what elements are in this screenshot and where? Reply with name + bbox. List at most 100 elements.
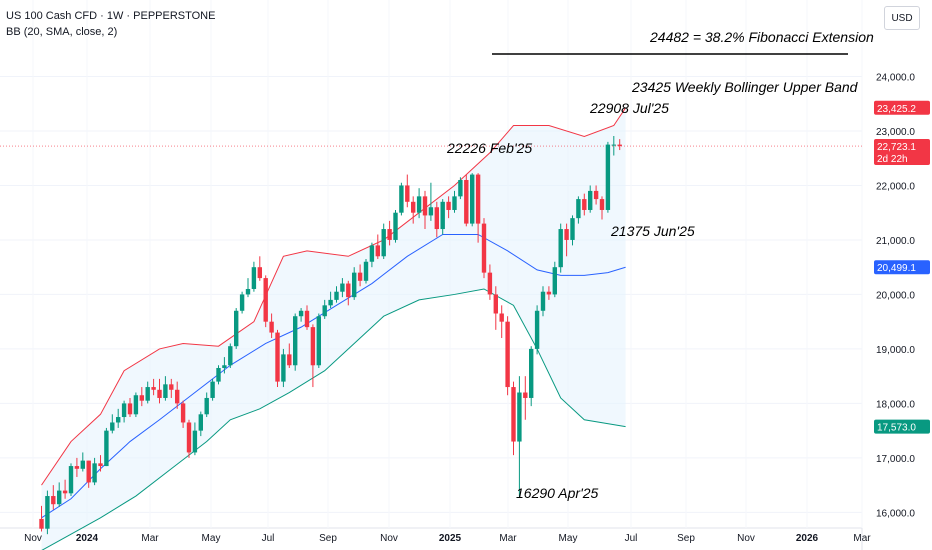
symbol-title: US 100 Cash CFD · 1W · PEPPERSTONE	[6, 10, 216, 22]
y-tick-label: 18,000.0	[876, 399, 915, 410]
price-tag	[874, 260, 930, 275]
candle-body	[151, 387, 156, 390]
candle-body	[175, 389, 180, 404]
annotation-label: 22226 Feb'25	[446, 140, 532, 156]
candle-body	[228, 346, 233, 366]
x-tick-label: Nov	[380, 533, 398, 544]
x-tick-label: 2026	[796, 533, 819, 544]
candle-body	[546, 291, 552, 295]
x-tick-label: Jul	[262, 533, 275, 544]
candle-body	[375, 245, 380, 257]
price-tag-countdown: 2d 22h	[877, 154, 908, 165]
candle-body	[411, 201, 416, 213]
candle-body	[576, 199, 581, 219]
indicator-legend[interactable]: BB (20, SMA, close, 2)	[6, 26, 118, 38]
candle-body	[357, 272, 363, 281]
candle-body	[310, 327, 316, 366]
candle-body	[157, 389, 162, 398]
candle-body	[163, 384, 168, 398]
candle-body	[316, 316, 321, 366]
candlesticks	[39, 135, 622, 535]
candle-body	[322, 305, 327, 317]
candle-body	[405, 185, 410, 202]
y-tick-label: 23,000.0	[876, 127, 915, 138]
candle-body	[62, 490, 68, 494]
candle-body	[617, 144, 622, 147]
candle-body	[458, 180, 463, 197]
candle-body	[582, 199, 587, 210]
candle-body	[39, 518, 44, 529]
candle-body	[86, 460, 91, 483]
currency-button[interactable]: USD	[884, 6, 920, 30]
time-axis[interactable]: Nov 2024 Mar May Jul Sep Nov 2025 Mar May Jul Sep No…	[24, 533, 871, 544]
candle-body	[216, 367, 221, 382]
candle-body	[104, 430, 109, 467]
annotation-label: 16290 Apr'25	[516, 485, 599, 501]
candle-body	[599, 199, 605, 210]
candle-body	[116, 417, 121, 423]
candle-body	[399, 185, 404, 213]
annotation-label: 23425 Weekly Bollinger Upper Band	[631, 79, 859, 95]
candle-body	[198, 414, 203, 431]
candle-body	[564, 229, 569, 240]
candle-body	[74, 466, 80, 469]
candle-body	[222, 365, 227, 368]
candle-body	[293, 316, 298, 366]
candle-body	[570, 218, 575, 240]
candle-body	[481, 223, 487, 273]
price-tag	[874, 419, 930, 434]
candle-body	[487, 272, 493, 295]
y-tick-label: 21,000.0	[876, 236, 915, 247]
x-tick-label: Mar	[141, 533, 159, 544]
candle-body	[540, 291, 546, 311]
candle-body	[493, 294, 498, 314]
candle-body	[505, 321, 510, 388]
y-tick-label: 24,000.0	[876, 72, 915, 83]
upper-band-line	[41, 107, 627, 486]
candle-body	[422, 196, 428, 216]
candle-body	[145, 387, 150, 401]
price-tag	[874, 139, 930, 166]
x-tick-label: Nov	[737, 533, 755, 544]
candle-body	[452, 196, 457, 210]
x-tick-label: Mar	[499, 533, 517, 544]
y-tick-label: 16,000.0	[876, 508, 915, 519]
candle-body	[340, 283, 345, 292]
candle-body	[51, 496, 56, 505]
y-tick-label: 17,000.0	[876, 454, 915, 465]
candle-body	[263, 278, 268, 322]
price-axis[interactable]: 16,000.0 17,000.0 18,000.0 19,000.0 20,000.0…	[876, 72, 915, 519]
lower-band-line	[41, 288, 626, 550]
candle-body	[523, 392, 528, 398]
x-tick-label: May	[202, 533, 221, 544]
candle-body	[92, 463, 97, 483]
x-tick-label: 2025	[439, 533, 462, 544]
candle-body	[80, 460, 85, 469]
annotation-label: 21375 Jun'25	[610, 223, 695, 239]
candle-body	[269, 321, 274, 333]
annotation-label: 24482 = 38.2% Fibonacci Extension	[649, 29, 874, 45]
candle-body	[139, 395, 144, 401]
candle-body	[499, 313, 504, 322]
candle-body	[428, 207, 434, 216]
annotation-label: 22908 Jul'25	[589, 100, 669, 116]
price-tag-label: 17,573.0	[877, 423, 916, 434]
price-tag-label: 22,723.1	[877, 142, 916, 153]
candle-body	[287, 354, 292, 366]
candle-body	[369, 245, 375, 262]
x-tick-label: 2024	[76, 533, 99, 544]
candle-body	[475, 174, 481, 224]
y-tick-label: 19,000.0	[876, 345, 915, 356]
x-tick-label: Jul	[625, 533, 638, 544]
candle-body	[45, 496, 50, 529]
y-tick-label: 22,000.0	[876, 181, 915, 192]
candle-body	[511, 387, 516, 442]
price-tag-label: 20,499.1	[877, 263, 916, 274]
candle-body	[275, 332, 280, 382]
x-tick-label: Sep	[319, 533, 337, 544]
candle-body	[558, 229, 563, 268]
candle-body	[239, 294, 245, 311]
x-tick-label: Sep	[677, 533, 695, 544]
candle-body	[304, 310, 310, 328]
